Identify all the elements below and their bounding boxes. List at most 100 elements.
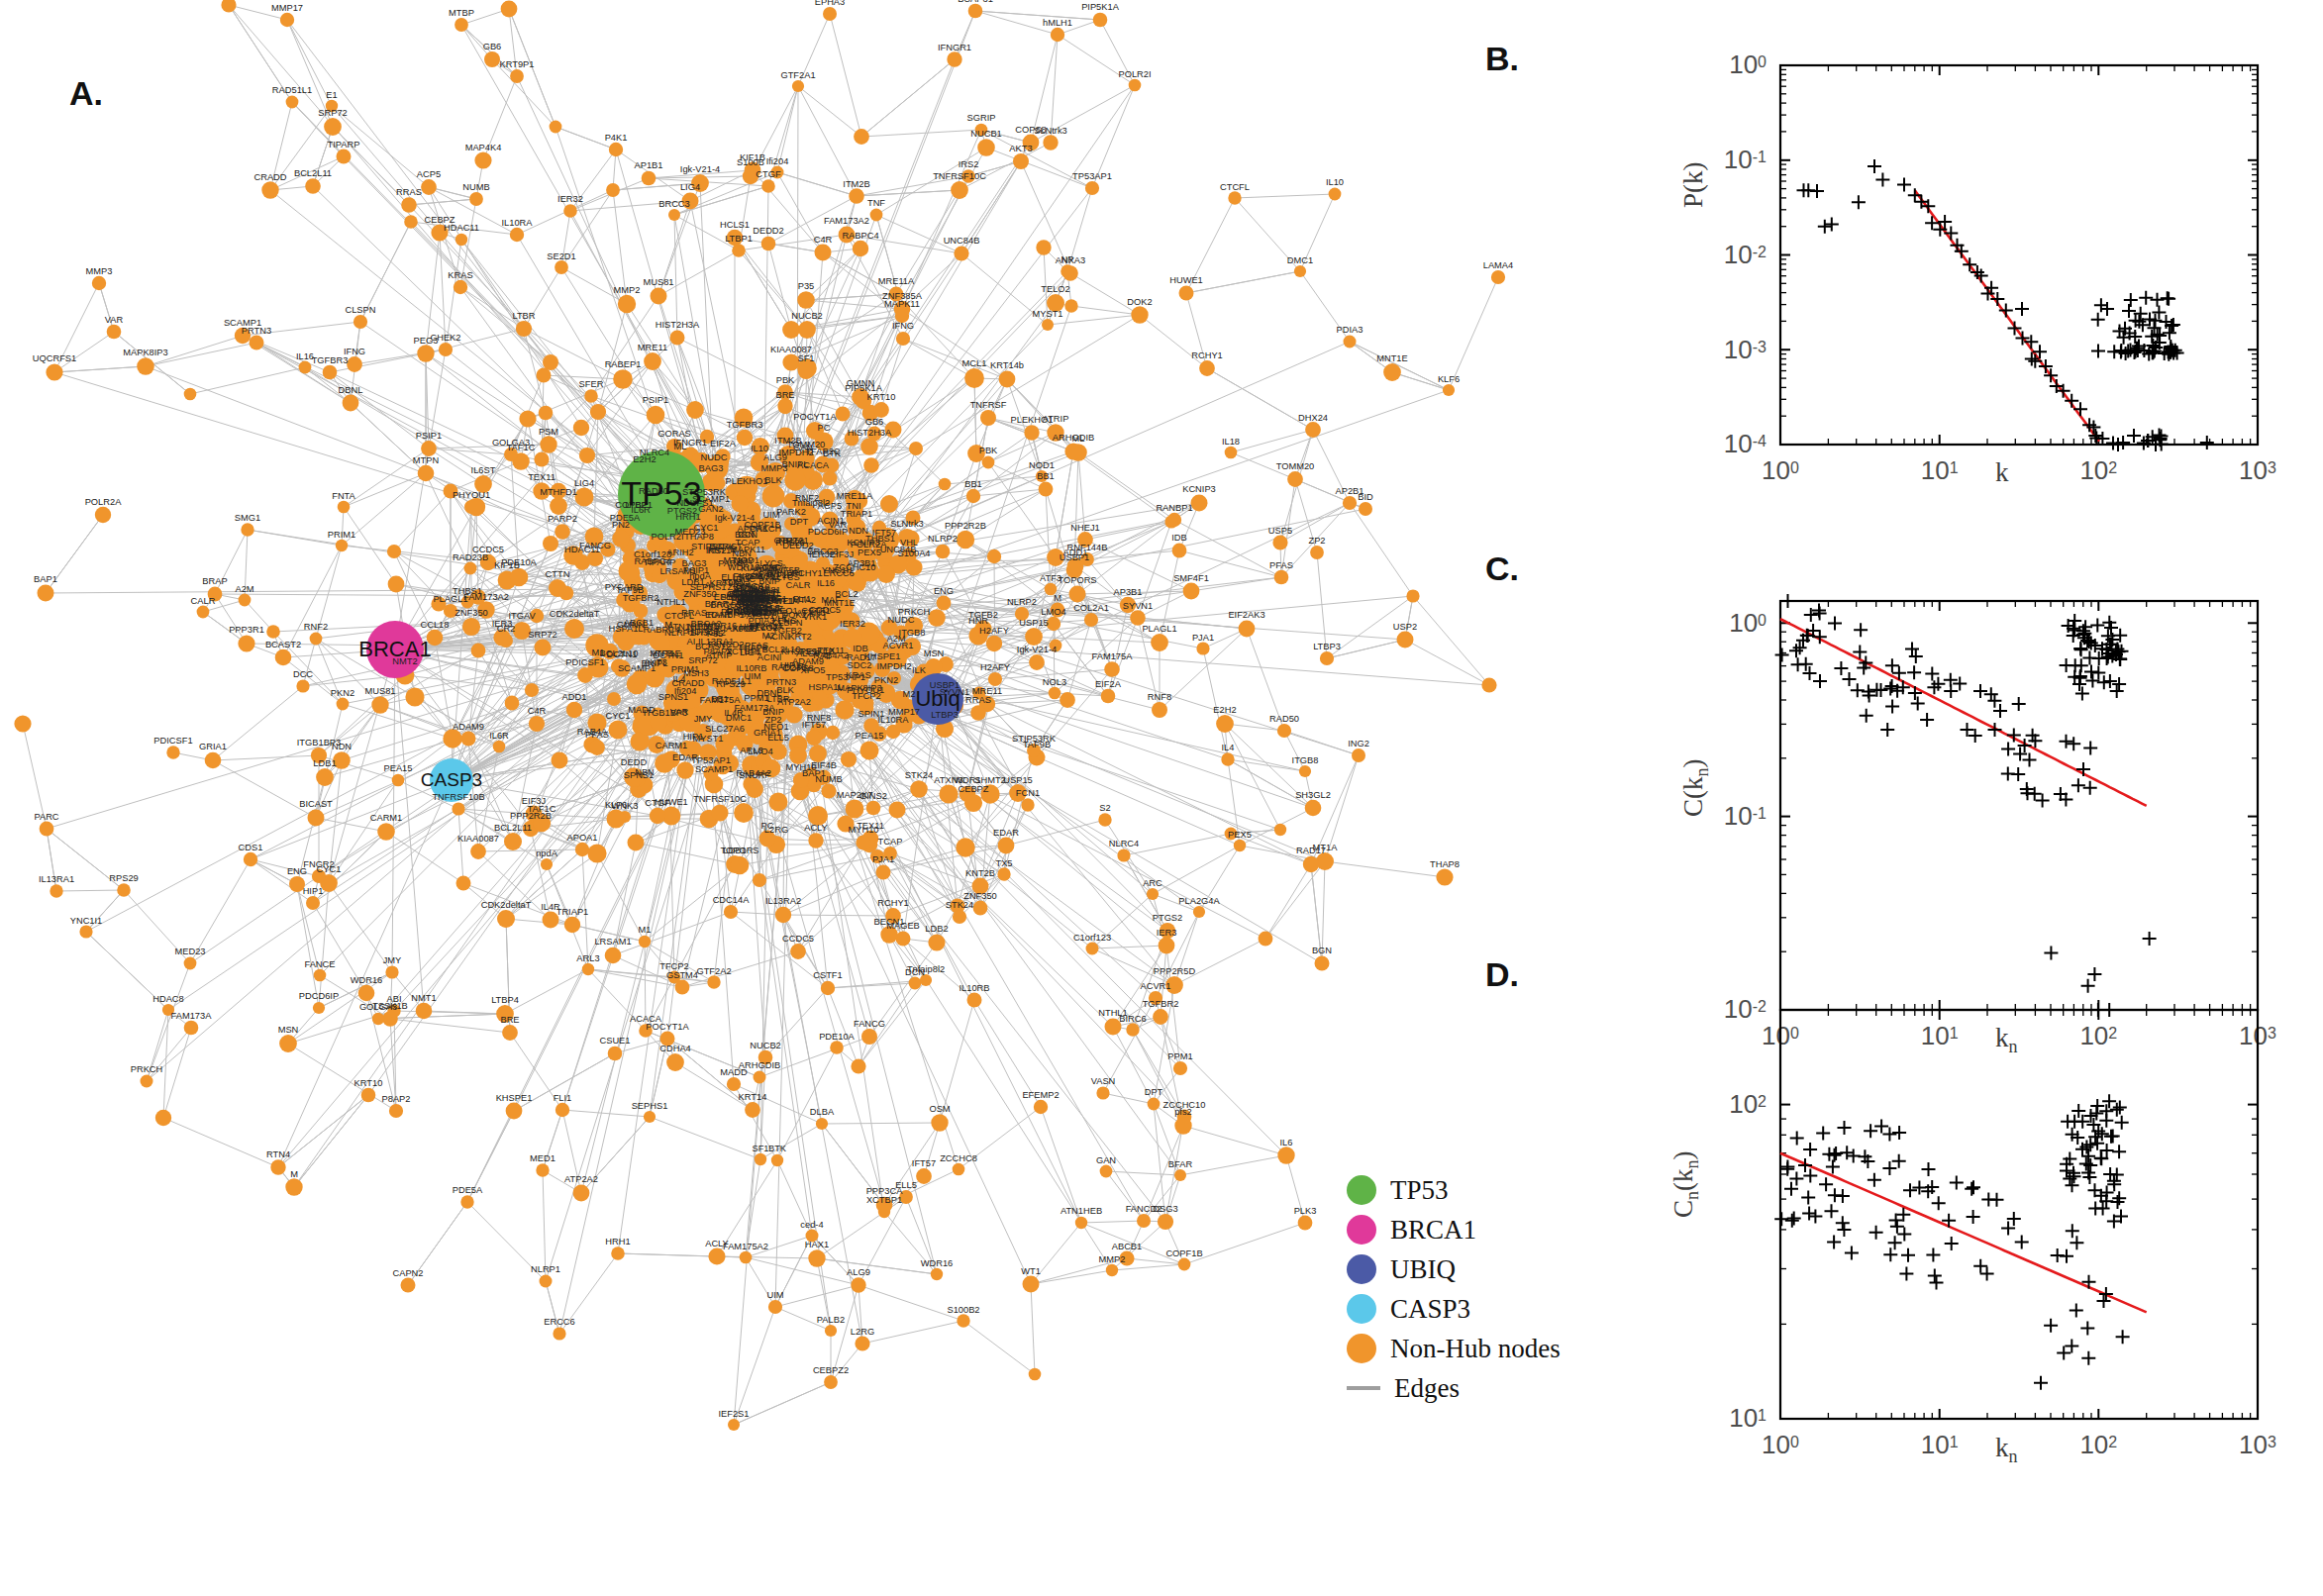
- svg-text:PPP3R1: PPP3R1: [229, 625, 264, 635]
- svg-text:DPT: DPT: [1145, 1087, 1163, 1097]
- svg-text:SPNS1: SPNS1: [658, 692, 689, 702]
- svg-text:PARP2: PARP2: [548, 514, 577, 524]
- svg-text:MAPK8IP3: MAPK8IP3: [123, 348, 167, 357]
- svg-text:GAN: GAN: [793, 443, 813, 452]
- svg-text:ERCC6: ERCC6: [544, 1317, 575, 1327]
- svg-text:C1orf123: C1orf123: [1073, 933, 1111, 943]
- svg-text:GRIA1: GRIA1: [754, 728, 781, 738]
- svg-text:BECN1: BECN1: [873, 917, 904, 927]
- svg-text:MSN: MSN: [924, 648, 945, 658]
- svg-text:LAMA4: LAMA4: [1483, 260, 1514, 270]
- svg-text:BRE: BRE: [500, 1015, 519, 1025]
- svg-text:DCTN1: DCTN1: [654, 650, 684, 660]
- svg-text:PARK2: PARK2: [776, 507, 806, 517]
- svg-text:LDB1: LDB1: [313, 758, 336, 768]
- svg-text:STK24: STK24: [905, 770, 933, 780]
- svg-text:KLF6: KLF6: [605, 800, 627, 810]
- svg-text:HIP1: HIP1: [780, 660, 801, 670]
- svg-text:MADD: MADD: [628, 705, 656, 715]
- svg-text:HCLS1: HCLS1: [720, 220, 750, 230]
- svg-text:NDN: NDN: [849, 526, 868, 536]
- svg-text:EDAR: EDAR: [993, 828, 1019, 838]
- svg-text:PPP2R2B: PPP2R2B: [945, 521, 986, 531]
- svg-text:POLR2I: POLR2I: [1118, 69, 1151, 79]
- svg-text:IL13RA2: IL13RA2: [765, 896, 801, 906]
- svg-text:PBK: PBK: [979, 446, 998, 455]
- svg-text:CEBPZ2: CEBPZ2: [813, 1365, 849, 1375]
- svg-text:ACLY: ACLY: [804, 823, 828, 833]
- svg-text:ZCCHC8: ZCCHC8: [940, 1153, 977, 1163]
- svg-text:M1: M1: [592, 648, 605, 657]
- svg-text:PDIA3: PDIA3: [1337, 325, 1364, 335]
- svg-text:IDB: IDB: [1171, 533, 1187, 543]
- svg-text:KHSPE1: KHSPE1: [496, 1093, 533, 1103]
- svg-text:100: 100: [1729, 50, 1767, 79]
- svg-text:NMT1: NMT1: [411, 993, 436, 1003]
- svg-text:JMY: JMY: [383, 955, 402, 965]
- svg-text:IMPDH2: IMPDH2: [876, 661, 911, 671]
- svg-text:FAM173A: FAM173A: [171, 1011, 213, 1021]
- svg-text:CEBPZ: CEBPZ: [425, 215, 455, 225]
- svg-text:BCAST2: BCAST2: [265, 640, 301, 649]
- svg-text:NLRP1: NLRP1: [531, 1264, 560, 1274]
- svg-text:BRCC3: BRCC3: [658, 199, 690, 209]
- svg-text:UNC84B: UNC84B: [880, 545, 917, 554]
- svg-text:KRT14: KRT14: [739, 1092, 767, 1102]
- svg-text:PFAS: PFAS: [585, 730, 609, 740]
- svg-text:UIM: UIM: [766, 1290, 783, 1300]
- svg-text:10-1: 10-1: [1724, 801, 1767, 831]
- svg-text:CDC14A: CDC14A: [713, 895, 750, 905]
- svg-text:CAPN2: CAPN2: [392, 1268, 423, 1278]
- svg-text:FANCE: FANCE: [305, 959, 336, 969]
- svg-text:PARC: PARC: [34, 812, 58, 822]
- svg-text:ARHGDIB: ARHGDIB: [739, 1060, 780, 1070]
- svg-text:CLSPN: CLSPN: [345, 305, 375, 315]
- svg-text:BAP1: BAP1: [34, 574, 57, 584]
- svg-text:BTK: BTK: [823, 449, 842, 458]
- svg-text:AP1B1: AP1B1: [635, 160, 663, 170]
- svg-text:XPO5: XPO5: [801, 665, 826, 675]
- svg-text:ATP2A2: ATP2A2: [777, 697, 811, 707]
- svg-text:SF1: SF1: [752, 1144, 768, 1153]
- svg-text:IL18: IL18: [1222, 437, 1240, 447]
- svg-text:HIP1: HIP1: [303, 886, 324, 896]
- svg-text:NTHL1: NTHL1: [656, 597, 685, 607]
- svg-text:10-4: 10-4: [1724, 429, 1767, 458]
- svg-text:CTGF: CTGF: [645, 798, 670, 808]
- svg-text:SRP72: SRP72: [528, 630, 556, 640]
- svg-text:WDR16: WDR16: [351, 975, 383, 985]
- svg-text:ZNF350: ZNF350: [454, 608, 488, 618]
- svg-text:DMC1: DMC1: [1287, 255, 1313, 265]
- svg-text:IL4R: IL4R: [724, 708, 744, 718]
- svg-text:EIF2AK3: EIF2AK3: [1228, 610, 1264, 620]
- svg-text:BCAP31: BCAP31: [958, 0, 993, 4]
- svg-text:E1: E1: [326, 90, 337, 100]
- svg-text:NUCB1: NUCB1: [687, 622, 719, 632]
- svg-text:S100B2: S100B2: [947, 1305, 979, 1315]
- svg-text:RABPC4: RABPC4: [842, 231, 878, 241]
- svg-text:KRT10: KRT10: [867, 392, 896, 402]
- svg-text:ATP2A2: ATP2A2: [564, 1174, 598, 1184]
- svg-text:MYST1: MYST1: [1033, 309, 1063, 319]
- svg-text:MYH10: MYH10: [785, 762, 816, 772]
- svg-text:ABCB1: ABCB1: [1112, 1242, 1143, 1251]
- svg-text:SCAMP1: SCAMP1: [618, 663, 656, 673]
- svg-text:BIRC6: BIRC6: [1119, 1014, 1146, 1024]
- svg-text:KCNIP3: KCNIP3: [847, 538, 880, 548]
- svg-text:C4R: C4R: [814, 235, 833, 245]
- svg-text:NLRP2: NLRP2: [1007, 597, 1037, 607]
- svg-text:SRP72: SRP72: [688, 655, 717, 665]
- svg-text:IL6: IL6: [1280, 1138, 1293, 1147]
- svg-text:KIAA0087: KIAA0087: [770, 345, 812, 354]
- svg-text:MRE11: MRE11: [638, 343, 667, 352]
- svg-text:BRCA1: BRCA1: [358, 637, 431, 661]
- svg-text:ENG: ENG: [777, 616, 797, 626]
- svg-text:IL10: IL10: [1326, 177, 1344, 187]
- svg-text:PSIP1: PSIP1: [416, 431, 442, 441]
- svg-text:VAR: VAR: [105, 315, 124, 325]
- svg-text:NUMB: NUMB: [462, 182, 489, 192]
- svg-text:FAM175A2: FAM175A2: [723, 1242, 768, 1251]
- svg-text:MAPK8IP3: MAPK8IP3: [837, 683, 881, 693]
- svg-text:CDK2deltaT: CDK2deltaT: [481, 900, 532, 910]
- svg-text:101: 101: [1921, 455, 1959, 485]
